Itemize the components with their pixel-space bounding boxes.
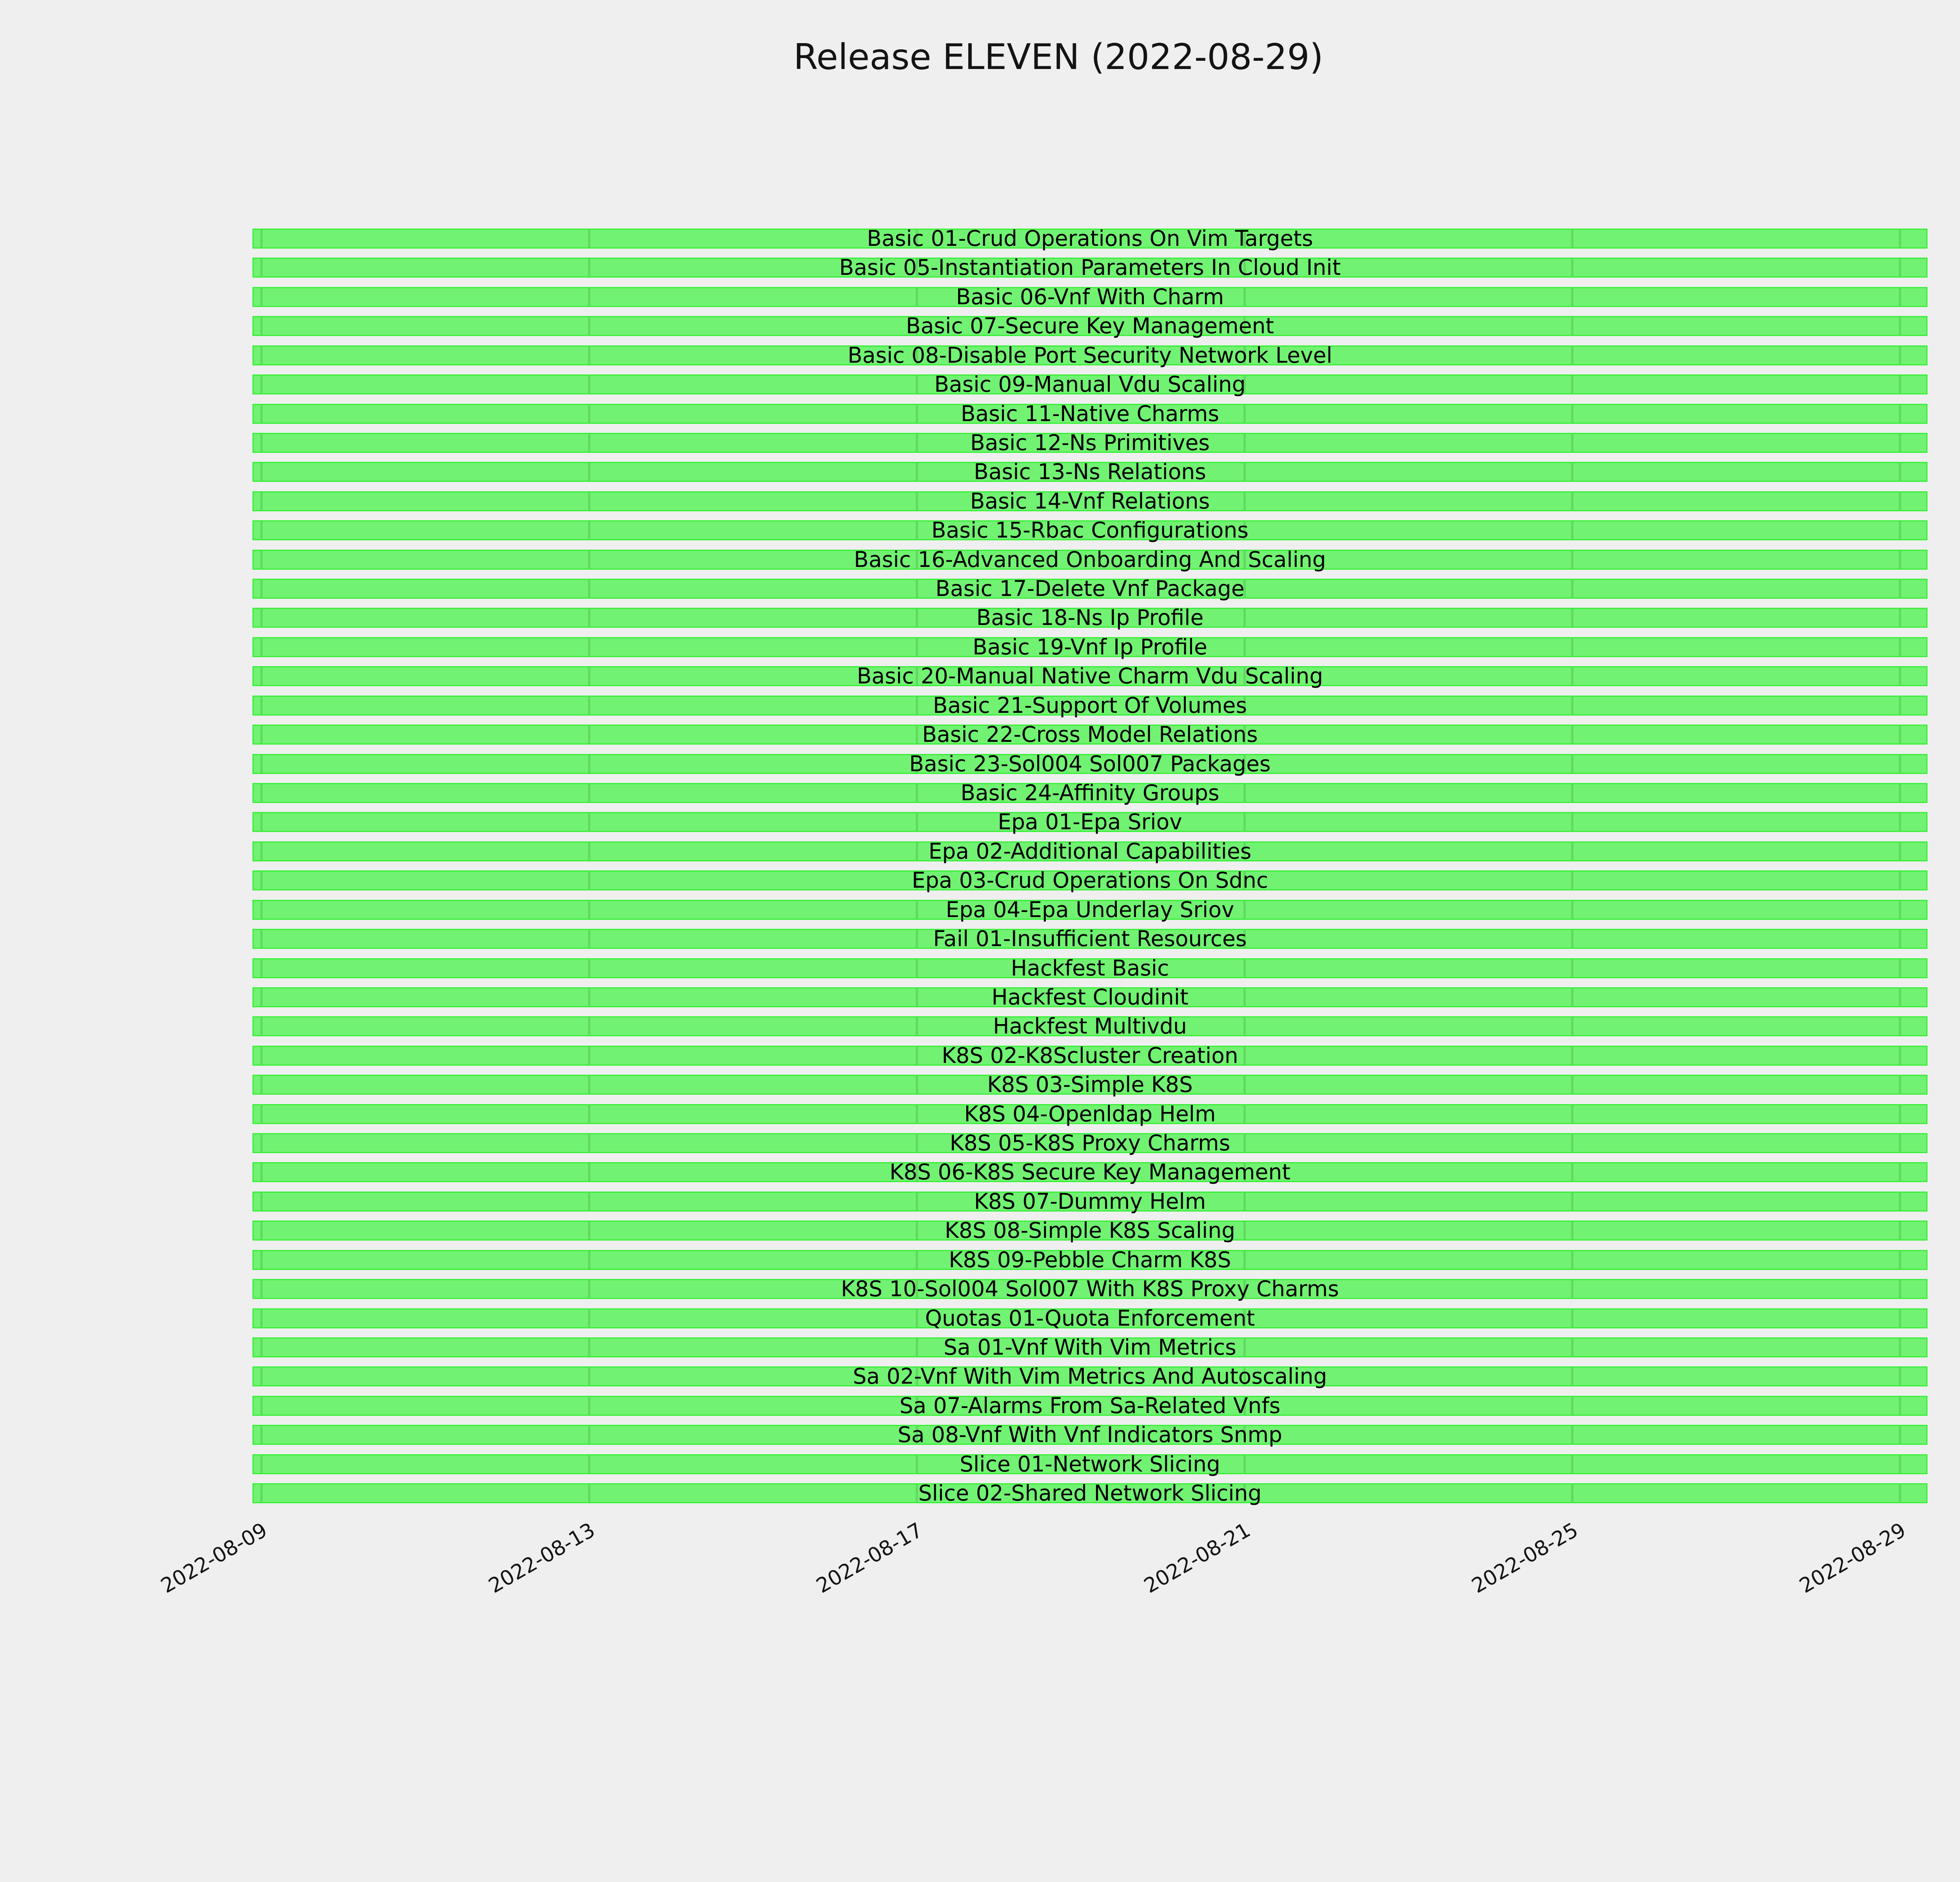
x-tick-label: 2022-08-13 <box>485 1518 599 1598</box>
gantt-bar: Slice 02-Shared Network Slicing <box>252 1481 1927 1506</box>
plot-area: Basic 01-Crud Operations On Vim Targets … <box>252 226 1927 1506</box>
gantt-bar-label: Fail 01-Insufficient Resources <box>933 926 1247 951</box>
gantt-bar-label: K8S 05-K8S Proxy Charms <box>949 1130 1230 1155</box>
gantt-bar: K8S 03-Simple K8S <box>252 1072 1927 1097</box>
gantt-bar-label: Hackfest Basic <box>1011 956 1169 981</box>
gantt-bar: Sa 01-Vnf With Vim Metrics <box>252 1335 1927 1360</box>
gantt-bar: Fail 01-Insufficient Resources <box>252 926 1927 951</box>
gantt-bar-label: Basic 01-Crud Operations On Vim Targets <box>867 226 1313 251</box>
chart-title: Release ELEVEN (2022-08-29) <box>793 36 1323 78</box>
gantt-bar-label: Basic 23-Sol004 Sol007 Packages <box>909 751 1271 776</box>
gantt-bar: Basic 18-Ns Ip Profile <box>252 605 1927 630</box>
gantt-bar-label: Epa 02-Additional Capabilities <box>928 839 1252 864</box>
gantt-bar-label: Basic 16-Advanced Onboarding And Scaling <box>854 547 1326 572</box>
gantt-bar: Basic 08-Disable Port Security Network L… <box>252 343 1927 368</box>
gantt-bar-label: Basic 05-Instantiation Parameters In Clo… <box>839 255 1341 280</box>
gantt-bar: Basic 20-Manual Native Charm Vdu Scaling <box>252 663 1927 688</box>
gantt-bar: Basic 16-Advanced Onboarding And Scaling <box>252 547 1927 572</box>
gantt-bar: Quotas 01-Quota Enforcement <box>252 1306 1927 1331</box>
gantt-bar: Slice 01-Network Slicing <box>252 1451 1927 1477</box>
gantt-bar-label: Sa 07-Alarms From Sa-Related Vnfs <box>899 1393 1281 1418</box>
gantt-bar: Basic 19-Vnf Ip Profile <box>252 634 1927 659</box>
gantt-bar: Basic 12-Ns Primitives <box>252 430 1927 455</box>
gantt-bar-label: Basic 24-Affinity Groups <box>960 780 1220 805</box>
gantt-bar-label: Epa 01-Epa Sriov <box>998 809 1182 834</box>
gantt-bar-label: K8S 06-K8S Secure Key Management <box>889 1159 1290 1184</box>
gantt-bar-label: Slice 02-Shared Network Slicing <box>918 1481 1262 1506</box>
gantt-bar: Basic 01-Crud Operations On Vim Targets <box>252 226 1927 251</box>
gantt-bar: Basic 05-Instantiation Parameters In Clo… <box>252 255 1927 280</box>
gantt-bar: Basic 11-Native Charms <box>252 401 1927 426</box>
gantt-bar-label: K8S 10-Sol004 Sol007 With K8S Proxy Char… <box>841 1276 1339 1301</box>
gantt-bar-label: Basic 22-Cross Model Relations <box>922 722 1258 747</box>
gantt-bar: K8S 07-Dummy Helm <box>252 1189 1927 1214</box>
gantt-bar: Epa 02-Additional Capabilities <box>252 839 1927 864</box>
gantt-bar-label: K8S 04-Openldap Helm <box>964 1101 1216 1126</box>
gantt-bar-label: Epa 04-Epa Underlay Sriov <box>946 897 1234 922</box>
gantt-bar: Sa 07-Alarms From Sa-Related Vnfs <box>252 1393 1927 1418</box>
x-tick-label: 2022-08-17 <box>812 1518 927 1598</box>
gantt-bar-label: Epa 03-Crud Operations On Sdnc <box>911 868 1269 893</box>
gantt-bar-label: Hackfest Multivdu <box>993 1014 1187 1039</box>
gantt-bar: Hackfest Multivdu <box>252 1014 1927 1039</box>
gantt-bar-label: Basic 18-Ns Ip Profile <box>976 605 1204 630</box>
gantt-bar-label: Basic 07-Secure Key Management <box>906 313 1274 338</box>
gantt-bar: K8S 09-Pebble Charm K8S <box>252 1247 1927 1272</box>
gantt-bar-label: K8S 07-Dummy Helm <box>974 1189 1206 1214</box>
x-tick-label: 2022-08-09 <box>157 1518 271 1598</box>
gantt-bar-label: K8S 08-Simple K8S Scaling <box>944 1218 1236 1243</box>
gantt-bar: Basic 24-Affinity Groups <box>252 780 1927 805</box>
gantt-bar: Hackfest Basic <box>252 956 1927 981</box>
gantt-bar-label: Sa 08-Vnf With Vnf Indicators Snmp <box>897 1422 1283 1447</box>
gantt-bar-label: Basic 11-Native Charms <box>960 401 1220 426</box>
gantt-bar: Basic 22-Cross Model Relations <box>252 722 1927 747</box>
gantt-bar: Hackfest Cloudinit <box>252 985 1927 1010</box>
gantt-bar-label: Basic 19-Vnf Ip Profile <box>973 634 1207 659</box>
gantt-bar-label: Slice 01-Network Slicing <box>960 1451 1220 1477</box>
gantt-bar-label: Basic 08-Disable Port Security Network L… <box>848 343 1332 368</box>
gantt-bar-label: Basic 21-Support Of Volumes <box>933 693 1247 718</box>
gantt-bar-label: Basic 15-Rbac Configurations <box>931 518 1249 543</box>
x-tick-label: 2022-08-21 <box>1140 1518 1254 1598</box>
gantt-bar: Epa 01-Epa Sriov <box>252 809 1927 834</box>
gantt-bar: K8S 08-Simple K8S Scaling <box>252 1218 1927 1243</box>
gantt-bar-label: Basic 12-Ns Primitives <box>970 430 1210 455</box>
gantt-bar-label: Basic 14-Vnf Relations <box>970 489 1210 514</box>
gantt-bar: K8S 06-K8S Secure Key Management <box>252 1159 1927 1184</box>
gantt-bar: K8S 02-K8Scluster Creation <box>252 1043 1927 1068</box>
gantt-bar: Basic 21-Support Of Volumes <box>252 693 1927 718</box>
gantt-bar: Sa 08-Vnf With Vnf Indicators Snmp <box>252 1422 1927 1447</box>
gantt-bar-label: K8S 09-Pebble Charm K8S <box>949 1247 1231 1272</box>
x-tick-label: 2022-08-25 <box>1468 1518 1582 1598</box>
gantt-bar-label: Basic 13-Ns Relations <box>974 459 1206 484</box>
gantt-bar: Basic 13-Ns Relations <box>252 459 1927 484</box>
gantt-bar-label: Basic 20-Manual Native Charm Vdu Scaling <box>857 663 1323 688</box>
gantt-bar-label: Sa 01-Vnf With Vim Metrics <box>944 1335 1236 1360</box>
gantt-bar: K8S 10-Sol004 Sol007 With K8S Proxy Char… <box>252 1276 1927 1301</box>
gantt-bar-label: K8S 02-K8Scluster Creation <box>942 1043 1238 1068</box>
gantt-bar: K8S 04-Openldap Helm <box>252 1101 1927 1126</box>
gantt-bar: Basic 23-Sol004 Sol007 Packages <box>252 751 1927 776</box>
gantt-bar-label: K8S 03-Simple K8S <box>987 1072 1193 1097</box>
gantt-bar: Sa 02-Vnf With Vim Metrics And Autoscali… <box>252 1364 1927 1389</box>
gantt-bar-label: Hackfest Cloudinit <box>991 985 1189 1010</box>
gantt-bar: Basic 14-Vnf Relations <box>252 489 1927 514</box>
gantt-bar-label: Basic 06-Vnf With Charm <box>956 284 1224 309</box>
gantt-bar: Basic 17-Delete Vnf Package <box>252 576 1927 601</box>
gantt-bar: Epa 04-Epa Underlay Sriov <box>252 897 1927 922</box>
gantt-bar-label: Sa 02-Vnf With Vim Metrics And Autoscali… <box>853 1364 1327 1389</box>
gantt-bar-label: Quotas 01-Quota Enforcement <box>925 1306 1255 1331</box>
gantt-bar: Basic 07-Secure Key Management <box>252 313 1927 338</box>
gantt-bar: Basic 09-Manual Vdu Scaling <box>252 372 1927 397</box>
gantt-bar-label: Basic 17-Delete Vnf Package <box>935 576 1245 601</box>
x-tick-label: 2022-08-29 <box>1795 1518 1910 1598</box>
gantt-bar: Basic 06-Vnf With Charm <box>252 284 1927 309</box>
gantt-bar: K8S 05-K8S Proxy Charms <box>252 1130 1927 1155</box>
gantt-bar: Epa 03-Crud Operations On Sdnc <box>252 868 1927 893</box>
gantt-bar-label: Basic 09-Manual Vdu Scaling <box>934 372 1246 397</box>
gantt-bar: Basic 15-Rbac Configurations <box>252 518 1927 543</box>
